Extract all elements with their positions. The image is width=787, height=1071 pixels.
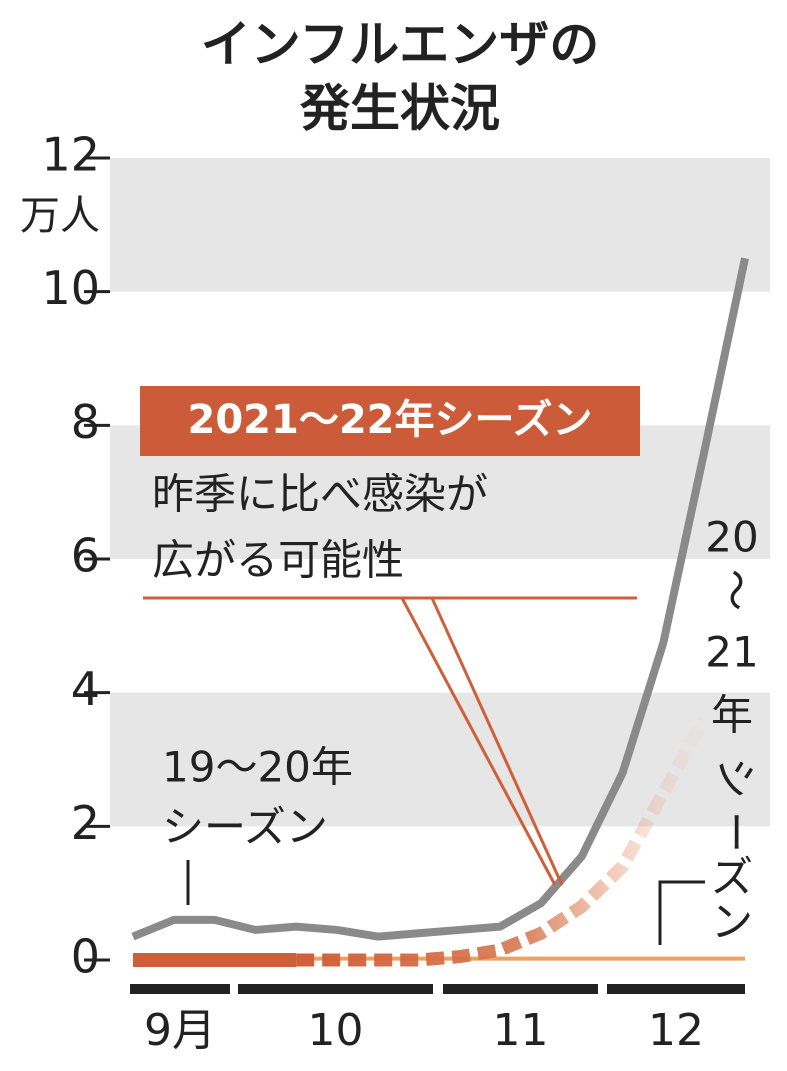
series-line <box>296 716 710 967</box>
x-group-bar <box>607 984 745 994</box>
series-label: シーズン <box>162 803 328 852</box>
chart-title: インフルエンザの <box>201 16 600 74</box>
series-label: ー <box>711 811 760 853</box>
series-line <box>131 257 749 941</box>
legend-box <box>140 386 640 456</box>
x-group-bar <box>443 984 598 994</box>
leader-line <box>143 596 637 886</box>
series-label: 19〜20年 <box>162 743 353 792</box>
x-group-label: 10 <box>308 1005 364 1056</box>
y-tick-label: 4 <box>71 662 100 716</box>
series-label: 年 <box>711 691 753 740</box>
y-tick-label: 0 <box>71 930 100 984</box>
series-label: 〜 <box>711 569 760 611</box>
series-label: シ <box>711 757 760 799</box>
x-group-bar <box>130 984 230 994</box>
series-label: ズ <box>711 853 753 902</box>
series-label: 21 <box>705 628 758 677</box>
series-label: 20 <box>705 513 758 562</box>
x-group-label: 9月 <box>144 1005 216 1056</box>
y-unit: 万人 <box>20 193 100 239</box>
chart-title: 発生状況 <box>300 80 500 138</box>
y-tick-label: 8 <box>71 395 100 449</box>
y-tick-label: 10 <box>41 261 100 315</box>
annotation: 昨季に比べ感染が <box>152 470 488 519</box>
x-group-label: 11 <box>493 1005 549 1056</box>
y-tick-label: 2 <box>71 796 100 850</box>
series-label: ン <box>711 898 753 947</box>
leader-line <box>658 880 705 945</box>
x-group-bar <box>238 984 433 994</box>
annotation: 広がる可能性 <box>152 536 404 585</box>
y-tick-label: 12 <box>41 128 100 182</box>
legend-label: 2021〜22年シーズン <box>188 397 593 443</box>
y-tick-label: 6 <box>71 529 100 583</box>
grid-band <box>110 158 770 292</box>
x-group-label: 12 <box>648 1005 704 1056</box>
